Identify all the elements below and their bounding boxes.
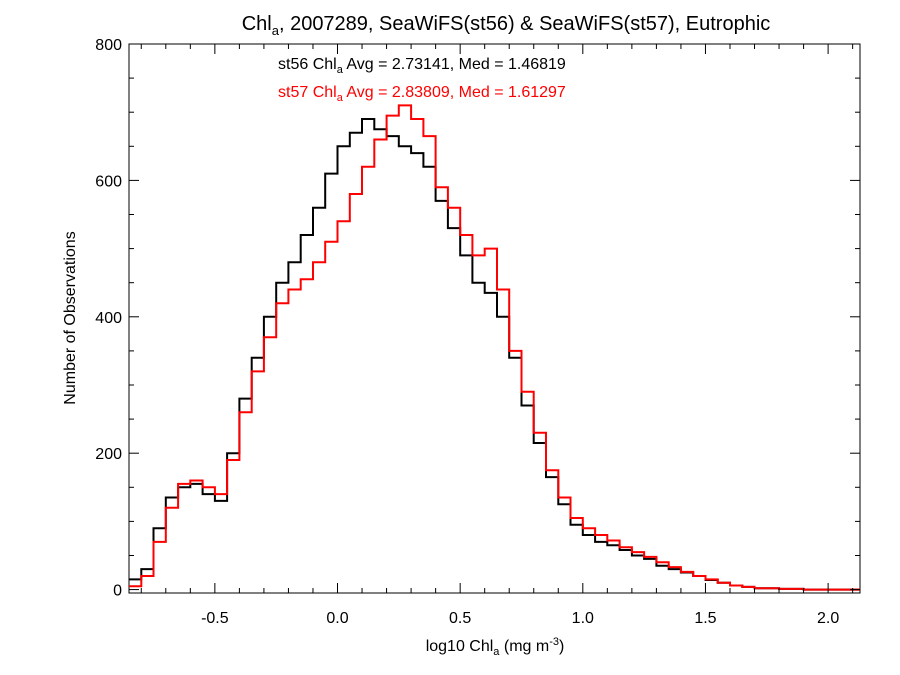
x-tick-label: 0.5 — [449, 610, 471, 627]
y-tick-label: 200 — [95, 446, 122, 463]
chart-title-subscript: a — [272, 23, 280, 38]
y-tick-label: 600 — [95, 173, 122, 190]
y-axis-ticks: 0 200 400 600 800 — [95, 37, 860, 600]
y-tick-label: 800 — [95, 37, 122, 54]
chart-title: Chla, 2007289, SeaWiFS(st56) & SeaWiFS(s… — [242, 13, 771, 38]
y-tick-label: 400 — [95, 310, 122, 327]
x-tick-label: 0.0 — [326, 610, 348, 627]
annotation-st57: st57 Chla Avg = 2.83809, Med = 1.61297 — [278, 84, 566, 104]
annotation-st56: st56 Chla Avg = 2.73141, Med = 1.46819 — [278, 56, 566, 76]
series-layer — [129, 104, 860, 591]
y-tick-label: 0 — [113, 583, 122, 600]
series-st56-line — [129, 118, 860, 591]
x-tick-label: 1.5 — [694, 610, 716, 627]
x-tick-label: 1.0 — [572, 610, 594, 627]
x-tick-label: -0.5 — [201, 610, 229, 627]
plot-frame — [128, 43, 861, 594]
x-axis-ticks: -0.5 0.0 0.5 1.0 1.5 2.0 — [140, 44, 854, 627]
x-tick-label: 2.0 — [817, 610, 839, 627]
series-st57-line — [129, 104, 860, 591]
y-axis-label: Number of Observations — [62, 231, 79, 404]
x-axis-label: log10 Chla (mg m-3) — [426, 636, 565, 658]
